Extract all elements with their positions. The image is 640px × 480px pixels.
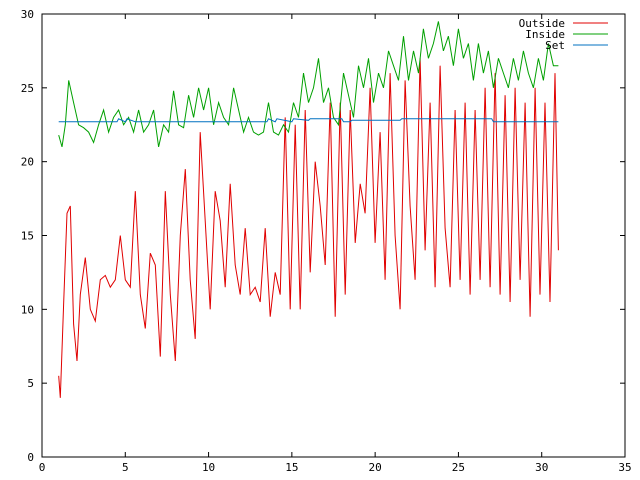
y-tick-label: 0: [27, 451, 34, 464]
x-tick-label: 0: [39, 461, 46, 474]
x-tick-label: 25: [452, 461, 465, 474]
y-tick-label: 15: [21, 230, 34, 243]
y-tick-label: 10: [21, 303, 34, 316]
x-tick-label: 35: [618, 461, 631, 474]
y-tick-label: 25: [21, 82, 34, 95]
series-line-outside: [58, 58, 559, 398]
axis-tick-labels: 0 5 10 15 20 25 30 35 0 5 10 15 20 25 30: [21, 8, 632, 474]
y-tick-label: 5: [27, 377, 34, 390]
legend-label-inside: Inside: [525, 28, 565, 41]
series-line-set: [58, 118, 559, 123]
x-tick-label: 5: [122, 461, 129, 474]
x-tick-label: 30: [535, 461, 548, 474]
x-tick-label: 20: [369, 461, 382, 474]
series-line-inside: [58, 21, 559, 148]
legend-label-set: Set: [545, 39, 565, 52]
legend-label-outside: Outside: [519, 17, 565, 30]
x-tick-label: 10: [202, 461, 215, 474]
y-tick-label: 20: [21, 156, 34, 169]
series-lines: [58, 21, 559, 398]
axis-ticks: [41, 13, 626, 458]
y-tick-label: 30: [21, 8, 34, 21]
x-tick-label: 15: [285, 461, 298, 474]
